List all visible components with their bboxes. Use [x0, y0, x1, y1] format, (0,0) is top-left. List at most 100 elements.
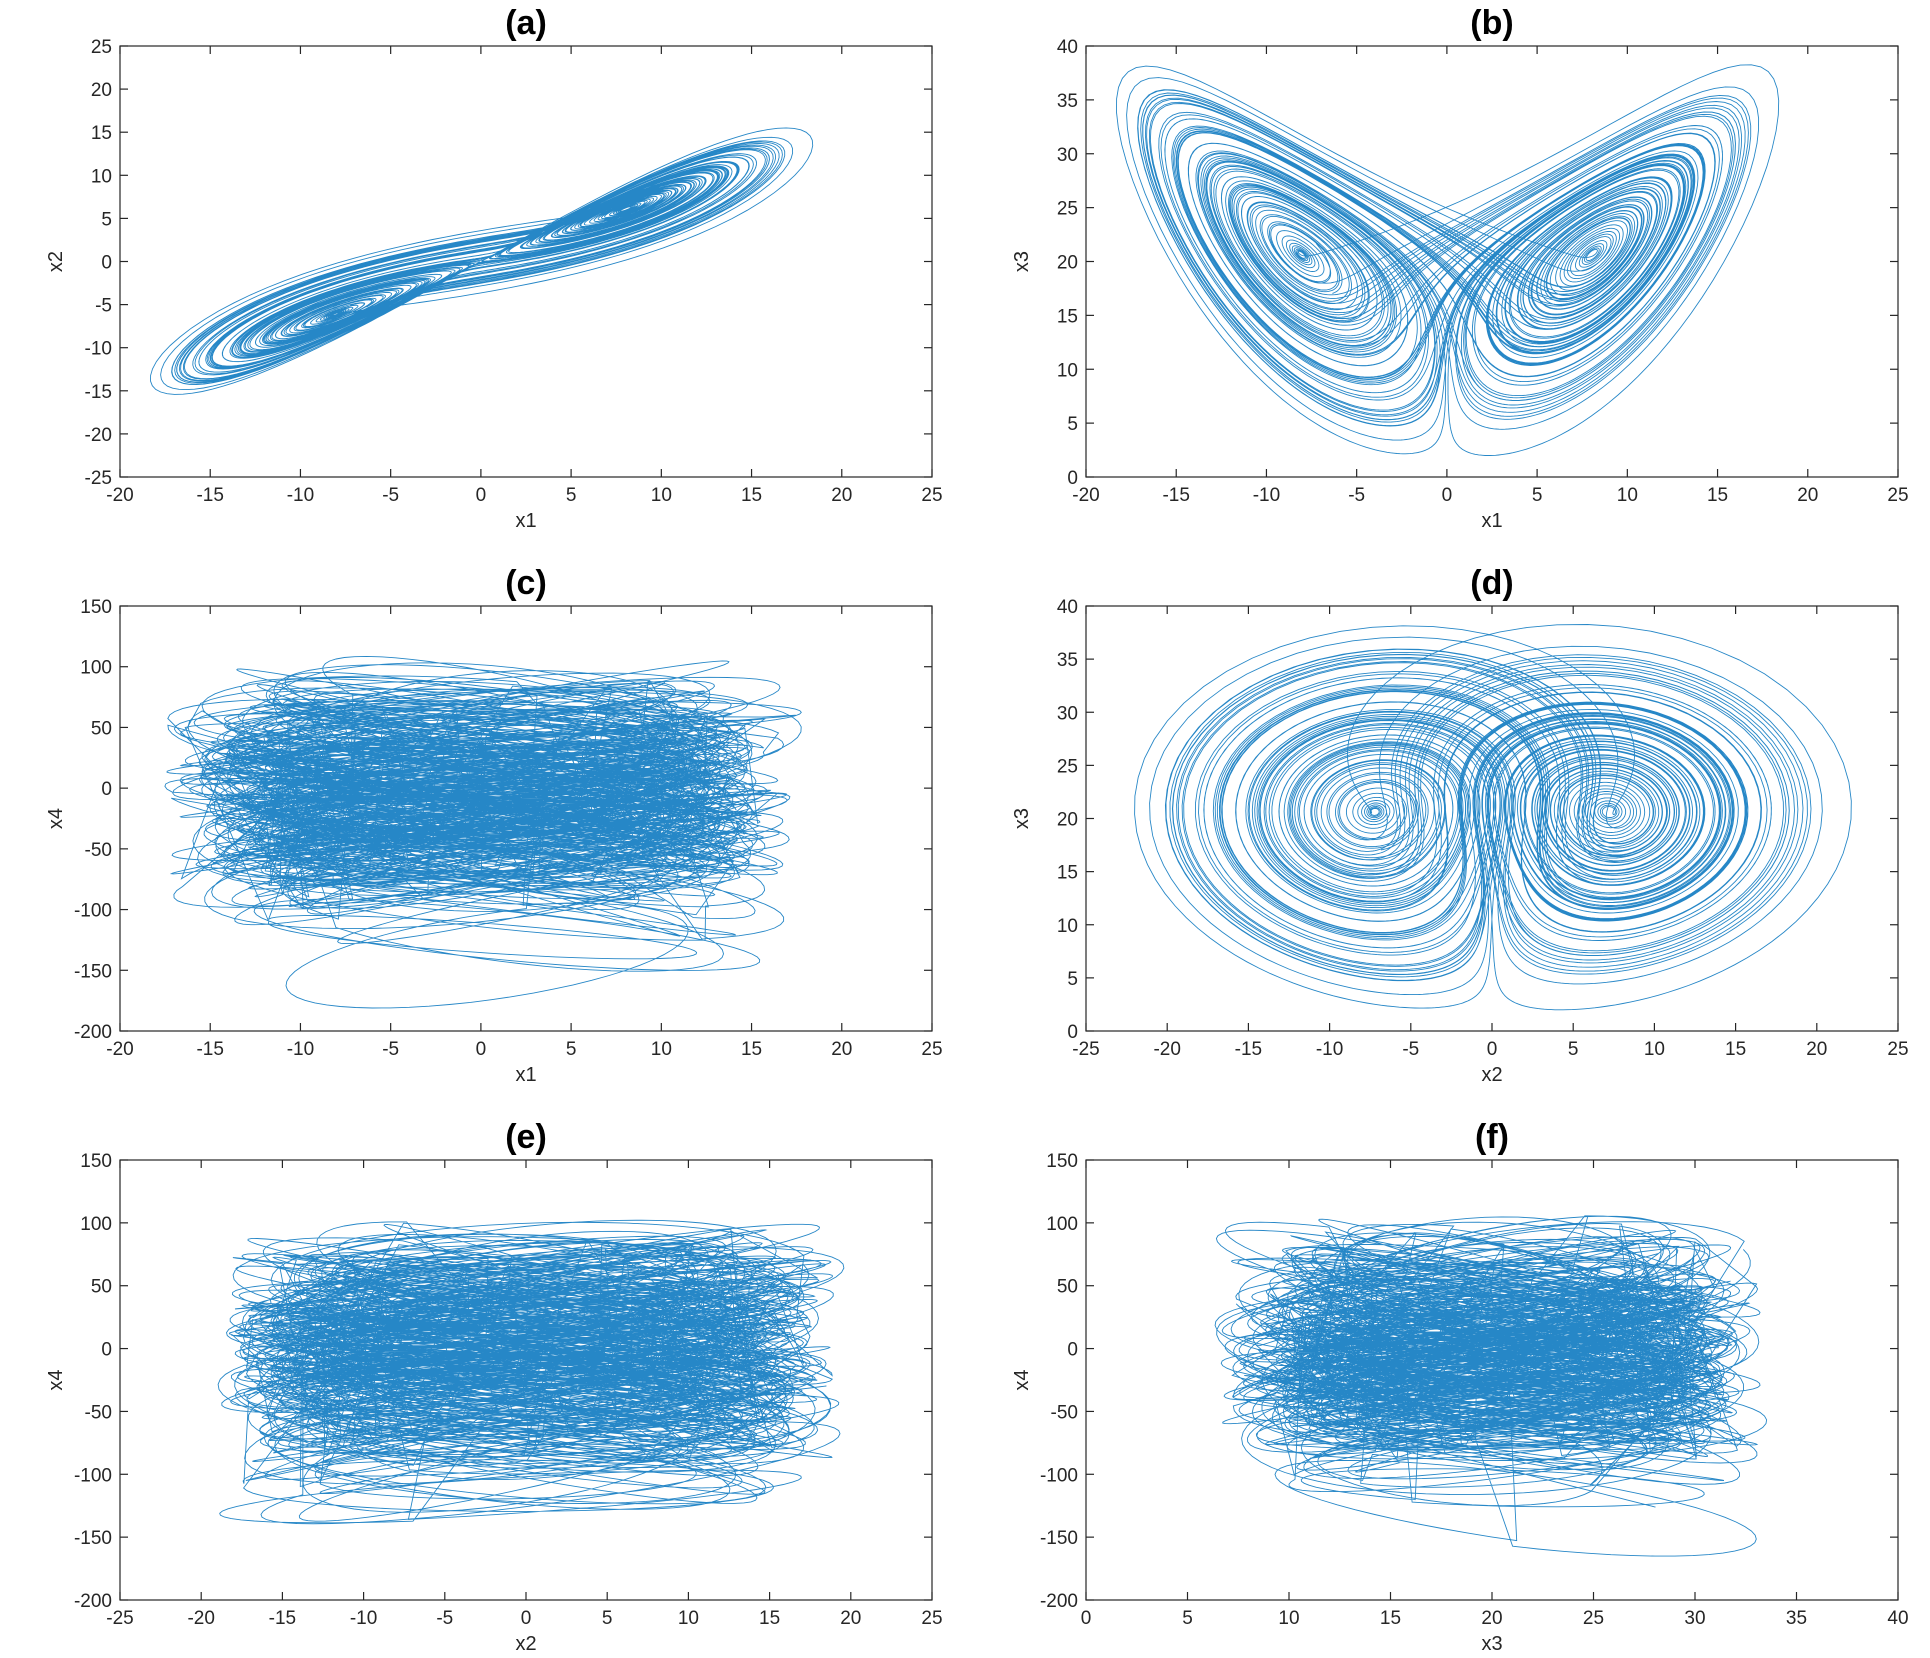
y-tick-label: -50	[85, 840, 112, 861]
y-tick-label: 50	[91, 718, 112, 739]
y-tick-label: 10	[1057, 916, 1078, 937]
x-tick-label: 5	[602, 1608, 613, 1629]
x-tick-label: -25	[1072, 1039, 1099, 1060]
trajectory-line-b	[1116, 64, 1780, 456]
x-tick-label: 25	[921, 1039, 942, 1060]
x-tick-label: -5	[1402, 1039, 1419, 1060]
x-tick-label: 5	[566, 485, 577, 506]
x-tick-label: -5	[436, 1608, 453, 1629]
y-tick-label: -10	[85, 339, 112, 360]
x-tick-label: 15	[1380, 1608, 1401, 1629]
panel-c: -20 -15 -10 -5 0 5 10 15 20 25-200-150-100-500501…	[45, 564, 943, 1086]
y-tick-label: 25	[1057, 756, 1078, 777]
y-tick-label: 50	[91, 1277, 112, 1298]
x-axis-label-c: x1	[515, 1064, 536, 1086]
trajectory-line-f	[1214, 1215, 1768, 1557]
y-tick-label: 50	[1057, 1277, 1078, 1298]
x-tick-label: 5	[1182, 1608, 1193, 1629]
y-tick-label: -150	[74, 961, 112, 982]
x-tick-label: 30	[1684, 1608, 1705, 1629]
x-tick-label: -15	[196, 485, 223, 506]
x-tick-label: 20	[1806, 1039, 1827, 1060]
x-tick-label: -10	[287, 1039, 314, 1060]
x-tick-label: -15	[1162, 485, 1189, 506]
axes-box-d	[1085, 605, 1899, 1032]
x-axis-label-b: x1	[1481, 510, 1502, 532]
trajectory-line-d	[1134, 624, 1852, 1011]
x-tick-label: 0	[1487, 1039, 1498, 1060]
y-tick-label: 0	[101, 1340, 112, 1361]
x-tick-label: -5	[382, 485, 399, 506]
y-tick-label: 40	[1057, 597, 1078, 618]
x-tick-label: -15	[196, 1039, 223, 1060]
x-tick-label: -10	[1253, 485, 1280, 506]
y-axis-label-d: x3	[1011, 808, 1033, 829]
x-tick-label: 0	[521, 1608, 532, 1629]
trajectory-line-a	[150, 127, 814, 395]
x-tick-label: -5	[382, 1039, 399, 1060]
y-tick-label: 150	[80, 597, 112, 618]
y-tick-label: 20	[1057, 253, 1078, 274]
y-tick-label: -25	[85, 468, 112, 489]
x-tick-label: -20	[187, 1608, 214, 1629]
y-tick-label: 10	[91, 166, 112, 187]
x-tick-label: 15	[741, 1039, 762, 1060]
y-axis-label-c: x4	[45, 808, 67, 829]
x-tick-label: 5	[1532, 485, 1543, 506]
x-axis-label-e: x2	[515, 1633, 536, 1653]
panel-b: -20 -15 -10 -5 0 5 10 15 20 25 0 5 10 15 20 25 30 35 40 (b)…	[1011, 4, 1909, 532]
panel-title-c: (c)	[505, 564, 547, 602]
panel-f: 0 5 10 15 20 25 30 35 40 -200 -150 -100 -50 0 50 100 150…	[1011, 1118, 1909, 1655]
x-tick-label: -5	[1348, 485, 1365, 506]
panel-d: -25 -20 -15 -10 -5 0 5 10 15 20 25 0 5 10 15 20 25 30 35 40…	[1011, 564, 1909, 1086]
x-tick-label: 20	[1797, 485, 1818, 506]
y-tick-label: 35	[1057, 91, 1078, 112]
x-tick-label: 10	[1617, 485, 1638, 506]
y-tick-label: 100	[80, 658, 112, 679]
y-tick-label: 100	[1046, 1214, 1078, 1235]
x-tick-label: 10	[1278, 1608, 1299, 1629]
y-tick-label: -100	[74, 1465, 112, 1486]
x-tick-label: -10	[1316, 1039, 1343, 1060]
x-tick-label: 15	[1725, 1039, 1746, 1060]
y-tick-label: 150	[80, 1151, 112, 1172]
x-tick-label: 25	[1887, 485, 1908, 506]
y-tick-label: -20	[85, 425, 112, 446]
y-tick-label: -5	[95, 296, 112, 317]
y-tick-label: -100	[74, 901, 112, 922]
x-tick-label: 0	[1442, 485, 1453, 506]
axes-box-c	[119, 605, 933, 1032]
x-tick-label: 10	[651, 485, 672, 506]
x-tick-label: 0	[476, 485, 487, 506]
y-tick-label: 5	[1067, 414, 1078, 435]
x-tick-label: -20	[106, 485, 133, 506]
axes-box-a	[119, 45, 933, 478]
panel-e: -25 -20 -15 -10 -5 0 5 10 15 20 25-200-150-100-500…	[45, 1118, 943, 1655]
y-tick-label: 5	[101, 209, 112, 230]
y-tick-label: -200	[1040, 1591, 1078, 1612]
y-tick-label: -50	[85, 1402, 112, 1423]
panel-a: -20 -15 -10 -5 0 5 10 15 20 25-25-20-15-10-505101…	[45, 4, 943, 532]
panel-title-d: (d)	[1470, 564, 1513, 602]
x-tick-label: 25	[1887, 1039, 1908, 1060]
panel-title-f: (f)	[1475, 1118, 1509, 1156]
x-tick-label: -20	[106, 1039, 133, 1060]
y-tick-label: 15	[1057, 863, 1078, 884]
x-axis-label-a: x1	[515, 510, 536, 532]
panel-title-e: (e)	[505, 1118, 547, 1156]
x-tick-label: 0	[476, 1039, 487, 1060]
trajectory-line-c	[164, 655, 802, 1009]
x-tick-label: -10	[287, 485, 314, 506]
y-tick-label: -150	[74, 1528, 112, 1549]
x-tick-label: 20	[1481, 1608, 1502, 1629]
x-tick-label: 20	[831, 485, 852, 506]
y-tick-label: 0	[1067, 1022, 1078, 1043]
x-tick-label: -25	[106, 1608, 133, 1629]
y-axis-label-a: x2	[45, 251, 67, 272]
y-tick-label: -15	[85, 382, 112, 403]
x-tick-label: 15	[741, 485, 762, 506]
y-tick-label: 10	[1057, 360, 1078, 381]
panel-title-a: (a)	[505, 4, 547, 42]
x-tick-label: 40	[1887, 1608, 1908, 1629]
